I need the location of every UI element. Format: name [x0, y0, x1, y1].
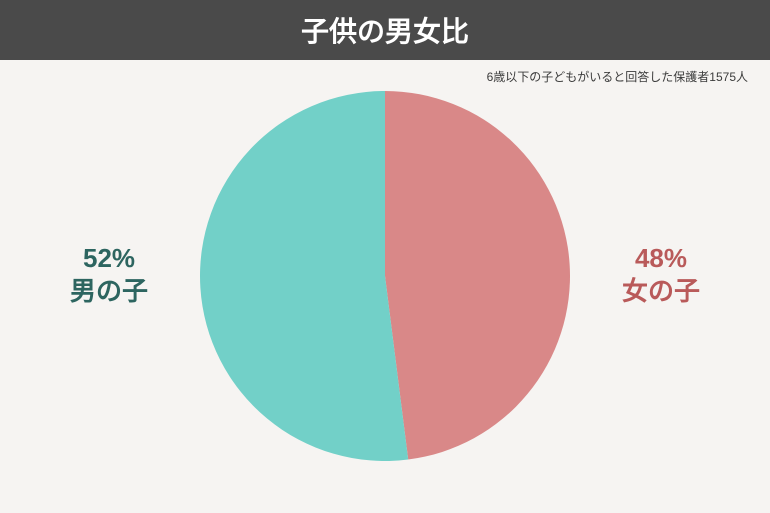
- subtitle: 6歳以下の子どもがいると回答した保護者1575人: [0, 60, 770, 85]
- pie-chart-container: 52% 男の子 48% 女の子: [0, 91, 770, 461]
- slice-name-boys: 男の子: [70, 275, 148, 308]
- pie-slice-boys: [200, 91, 408, 461]
- pie-chart: [200, 91, 570, 461]
- pie-slice-girls: [385, 91, 570, 460]
- slice-percent-girls: 48%: [622, 242, 700, 275]
- page-title: 子供の男女比: [301, 10, 469, 50]
- slice-label-girls: 48% 女の子: [622, 242, 700, 307]
- slice-label-boys: 52% 男の子: [70, 242, 148, 307]
- slice-percent-boys: 52%: [70, 242, 148, 275]
- slice-name-girls: 女の子: [622, 275, 700, 308]
- header-bar: 子供の男女比: [0, 0, 770, 60]
